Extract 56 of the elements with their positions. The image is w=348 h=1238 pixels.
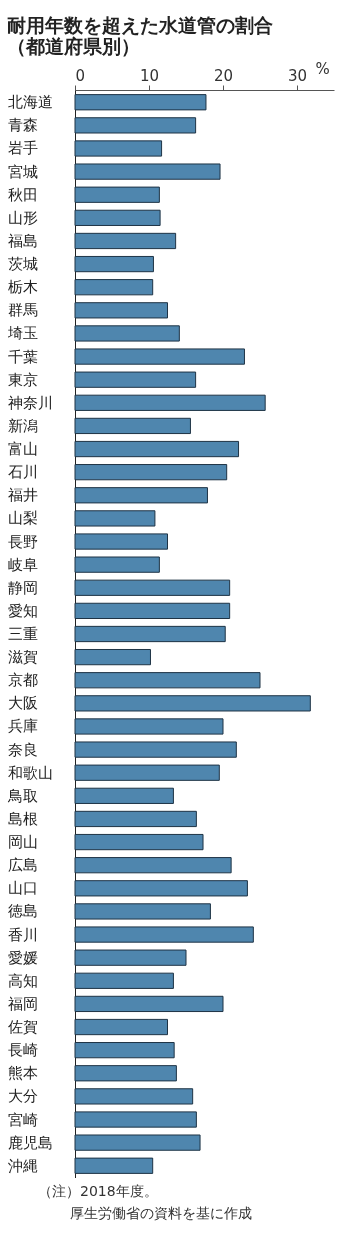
- y-tick-label: 熊本: [7, 1064, 38, 1083]
- y-tick-label: 滋賀: [7, 648, 38, 667]
- y-tick-label: 沖縄: [7, 1156, 38, 1175]
- y-tick-label: 岐阜: [7, 555, 38, 574]
- y-tick-label: 山梨: [7, 509, 38, 528]
- y-tick-label: 長野: [7, 532, 38, 551]
- y-tick-label: 富山: [7, 440, 38, 459]
- y-tick-label: 愛知: [7, 601, 38, 620]
- y-tick-label: 大阪: [7, 694, 38, 713]
- x-axis-title: %: [315, 59, 330, 78]
- x-tick-label: 30: [287, 66, 308, 85]
- y-tick-label: 長崎: [7, 1041, 38, 1060]
- y-tick-label: 香川: [7, 925, 38, 944]
- y-tick-label: 福井: [7, 486, 38, 505]
- y-tick-label: 岩手: [7, 139, 38, 158]
- chart-title: 耐用年数を超えた水道管の割合: [7, 14, 273, 36]
- y-tick-label: 愛媛: [7, 948, 38, 967]
- y-tick-label: 北海道: [7, 93, 53, 112]
- text: 厚生労働省の資料を基に作成: [69, 1204, 253, 1223]
- y-tick-label: 青森: [7, 116, 38, 135]
- y-tick-label: 大分: [7, 1087, 38, 1106]
- y-tick-label: 山形: [7, 208, 38, 227]
- y-tick-label: 三重: [7, 625, 38, 643]
- y-tick-label: 徳島: [7, 902, 38, 921]
- y-tick-label: 島根: [7, 809, 38, 828]
- chart-subtitle: （都道府県別）: [7, 35, 140, 57]
- y-tick-label: 京都: [7, 671, 38, 690]
- y-tick-label: 福岡: [7, 994, 38, 1013]
- y-tick-label: 福島: [7, 231, 38, 250]
- x-tick-label: 20: [213, 66, 234, 85]
- y-tick-label: 千葉: [7, 347, 38, 366]
- y-tick-label: 山口: [7, 879, 38, 898]
- y-tick-label: 兵庫: [7, 717, 38, 736]
- y-tick-label: 栃木: [7, 278, 38, 297]
- y-tick-label: 新潟: [7, 416, 38, 435]
- y-tick-label: 鳥取: [6, 786, 38, 805]
- y-tick-label: 秋田: [7, 185, 38, 204]
- y-tick-label: 広島: [7, 856, 38, 875]
- y-tick-label: 鹿児島: [7, 1133, 53, 1152]
- y-tick-label: 神奈川: [7, 393, 53, 412]
- y-tick-label: 静岡: [7, 578, 38, 597]
- x-tick-label: 0: [75, 66, 86, 85]
- y-tick-label: 石川: [7, 463, 38, 482]
- y-tick-label: 宮崎: [7, 1110, 38, 1129]
- y-tick-label: 佐賀: [7, 1018, 38, 1037]
- y-tick-label: 宮城: [7, 162, 38, 181]
- y-tick-label: 奈良: [7, 740, 38, 759]
- x-tick-label: 10: [139, 66, 160, 85]
- y-tick-label: 群馬: [7, 301, 38, 320]
- text: （注）2018年度。: [37, 1182, 159, 1201]
- y-tick-label: 高知: [7, 971, 38, 990]
- y-tick-label: 茨城: [7, 255, 38, 274]
- y-tick-label: 東京: [7, 370, 38, 389]
- y-tick-label: 埼玉: [6, 324, 38, 343]
- y-tick-label: 岡山: [7, 833, 38, 852]
- y-tick-label: 和歌山: [7, 763, 53, 782]
